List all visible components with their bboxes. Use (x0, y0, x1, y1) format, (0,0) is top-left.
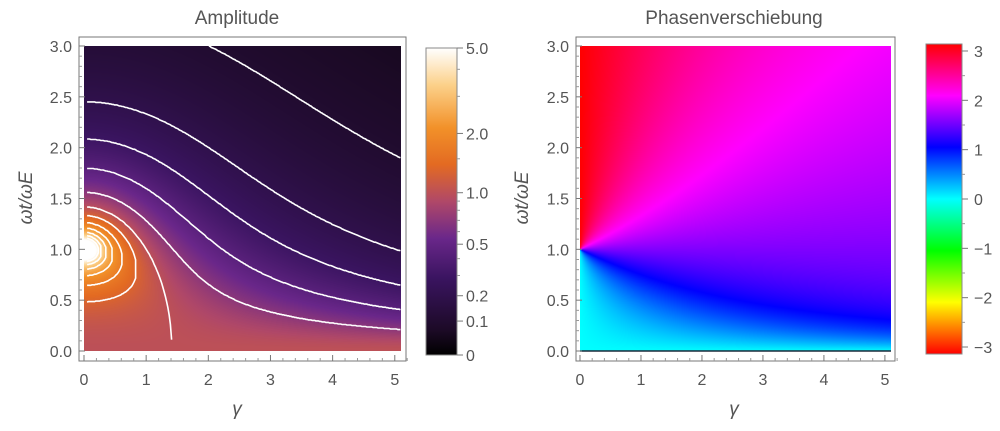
phase-x-tick-label: 0 (576, 372, 585, 389)
phase-x-tick-label: 5 (880, 372, 889, 389)
amplitude-contour-line (87, 231, 107, 270)
amplitude-colorbar-tick-label: 2.0 (466, 126, 488, 143)
amplitude-y-tick-label: 1.5 (50, 192, 72, 209)
amplitude-x-axis-label: γ (232, 399, 243, 420)
amplitude-x-tick-label: 5 (390, 372, 399, 389)
amplitude-contours (86, 45, 401, 340)
amplitude-colorbar-tick-label: 0.2 (466, 289, 488, 306)
phase-colorbar (925, 43, 963, 355)
phase-y-tick-label: 1.0 (547, 242, 569, 259)
phase-colorbar-ticks: 3 2 1 0 −1 −2 −3 (962, 44, 992, 357)
phase-colorbar-tick-label: 2 (974, 93, 983, 110)
amplitude-y-axis-label: ωt/ωE (16, 171, 37, 224)
phase-heatmap (580, 46, 891, 351)
phase-colorbar-tick-label: −3 (974, 340, 992, 357)
amplitude-colorbar-tick-label: 1.0 (466, 186, 488, 203)
phase-y-tick-label: 0.0 (547, 344, 569, 361)
amplitude-x-tick-label: 2 (204, 372, 213, 389)
amplitude-y-tick-label: 1.0 (50, 242, 72, 259)
phase-x-axis-label: γ (729, 399, 740, 420)
phase-axis-ticks: 0 1 2 3 4 5 0.0 0.5 1.0 1.5 2.0 2.5 3.0 (547, 39, 898, 389)
amplitude-colorbar-tick-label: 0 (466, 348, 475, 365)
phase-title: Phasenverschiebung (645, 8, 822, 29)
amplitude-title: Amplitude (195, 8, 280, 29)
amplitude-x-tick-label: 1 (142, 372, 151, 389)
phase-panel: Phasenverschiebung 0 1 2 3 4 5 0.0 0.5 1.0 1.5 2.0… (512, 8, 992, 420)
phase-colorbar-tick-label: −2 (974, 291, 992, 308)
phase-x-tick-label: 3 (758, 372, 767, 389)
amplitude-contour-line (87, 138, 401, 287)
phase-y-axis-label: ωt/ωE (512, 171, 533, 224)
amplitude-contour-line (87, 222, 123, 287)
amplitude-contour-line (86, 234, 102, 266)
amplitude-y-tick-label: 2.5 (50, 90, 72, 107)
amplitude-contour-line (87, 167, 401, 311)
amplitude-axis-ticks: 0 1 2 3 4 5 0.0 0.5 1.0 1.5 2.0 2.5 3.0 (50, 39, 408, 389)
amplitude-y-tick-label: 0.5 (50, 293, 72, 310)
phase-x-tick-label: 1 (637, 372, 646, 389)
amplitude-contour-line (86, 214, 137, 303)
amplitude-colorbar-tick-label: 5.0 (466, 41, 488, 58)
amplitude-colorbar (425, 47, 458, 356)
phase-colorbar-tick-label: −1 (974, 241, 992, 258)
amplitude-x-tick-label: 3 (266, 372, 275, 389)
amplitude-contour-line (87, 227, 113, 277)
amplitude-contour-line (208, 45, 401, 159)
amplitude-y-tick-label: 2.0 (50, 141, 72, 158)
phase-colorbar-tick-label: 0 (974, 192, 983, 209)
phase-y-tick-label: 1.5 (547, 192, 569, 209)
amplitude-colorbar-tick-label: 0.1 (466, 314, 488, 331)
phase-colorbar-tick-label: 3 (974, 44, 983, 61)
amplitude-contour-line (87, 206, 173, 340)
phase-y-tick-label: 2.0 (547, 141, 569, 158)
phase-colorbar-tick-label: 1 (974, 143, 983, 160)
amplitude-colorbar-tick-label: 0.5 (466, 237, 488, 254)
phase-x-tick-label: 2 (698, 372, 707, 389)
amplitude-panel: Amplitude 0 1 2 3 4 50.00.51.01.52.02.53.0 γ … (16, 8, 488, 420)
amplitude-colorbar-ticks: 5.0 2.0 1.0 0.5 0.2 0.1 0 (457, 41, 488, 365)
amplitude-y-tick-label: 3.0 (50, 39, 72, 56)
amplitude-heatmap (84, 46, 401, 351)
amplitude-contour-line (86, 237, 100, 263)
phase-y-tick-label: 3.0 (547, 39, 569, 56)
amplitude-y-tick-label: 0.0 (50, 344, 72, 361)
phase-y-tick-label: 0.5 (547, 293, 569, 310)
phase-y-tick-label: 2.5 (547, 90, 569, 107)
amplitude-x-tick-label: 0 (80, 372, 89, 389)
phase-x-tick-label: 4 (819, 372, 828, 389)
amplitude-contour-line (87, 191, 401, 331)
amplitude-contour-line (87, 101, 401, 252)
amplitude-x-tick-label: 4 (328, 372, 337, 389)
